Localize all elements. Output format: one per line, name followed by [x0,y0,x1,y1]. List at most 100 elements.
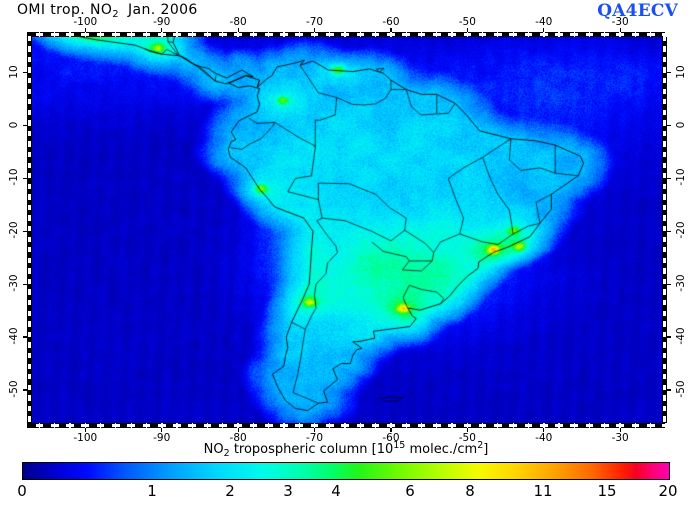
x-major-tick [390,28,392,32]
y-axis-dash [28,46,31,52]
x-axis-dash [417,33,426,36]
x-axis-dash [50,424,59,427]
x-axis-dash [417,424,426,427]
x-axis-dash [570,33,579,36]
y-axis-tick-label: 0 [675,121,687,128]
y-axis-dash [663,77,666,84]
x-axis-dash [601,424,609,427]
x-axis-dash [157,424,166,427]
y-axis-dash [663,342,666,348]
y-axis-tick-label: -10 [8,168,20,186]
y-axis-dash [28,215,31,221]
x-axis-dash [341,424,349,427]
x-major-tick [161,28,163,32]
x-axis-dash [234,424,242,427]
y-axis-tick-label: -20 [8,221,20,239]
x-axis-dash [310,33,319,36]
x-axis-dash [662,33,670,36]
x-axis-dash [387,424,395,427]
x-axis-dash [325,33,334,36]
x-axis-tick-label: -90 [153,16,171,28]
y-major-tick [23,389,27,391]
y-axis-dash [663,141,666,147]
y-axis-dash [663,300,666,306]
x-axis-dash [448,33,456,36]
x-axis-dash [509,424,517,427]
x-major-tick [313,28,316,32]
y-axis-dash [28,247,31,253]
title-species: OMI trop. NO [17,2,113,18]
qa4ecv-logo: QA4ECV [597,1,678,21]
y-axis-dash [663,405,666,412]
y-axis-dash [663,247,666,253]
x-axis-dash [203,33,212,36]
colorbar-tick-label: 15 [597,482,617,500]
x-axis-dash [662,424,670,427]
y-major-tick [23,230,27,232]
colorbar-gradient [22,462,670,480]
y-axis-dash [663,374,666,380]
x-axis-dash [173,33,181,36]
y-axis-dash [663,130,666,137]
x-axis-dash [570,424,579,427]
y-axis-dash [28,289,31,295]
y-axis-tick-label: -30 [675,274,687,292]
y-major-tick [667,230,671,232]
x-axis-dash [325,424,334,427]
x-axis-dash [142,33,151,36]
x-axis-tick-label: -80 [229,432,247,444]
y-axis-dash [28,236,31,242]
x-axis-dash [112,33,120,36]
x-axis-dash [112,424,120,427]
x-axis-tick-label: -60 [382,16,400,28]
x-axis-tick-label: -70 [305,432,324,444]
y-major-tick [667,72,671,74]
x-major-tick [466,428,468,432]
y-axis-dash [28,331,31,338]
x-axis-dash [96,424,105,427]
y-axis-dash [28,352,31,359]
x-axis-dash [264,424,273,427]
x-axis-dash [249,424,258,427]
y-axis-dash [28,56,31,63]
y-axis-dash [28,395,31,401]
colorbar-tick-label: 4 [331,482,341,500]
x-axis-dash [127,424,135,427]
x-axis-dash [601,33,609,36]
x-axis-tick-label: -80 [229,16,247,28]
y-axis-dash [663,162,666,168]
x-axis-dash [539,424,548,427]
y-axis-tick-label: -40 [675,327,687,345]
x-axis-dash [35,33,44,36]
y-axis-dash [28,88,31,94]
x-axis-dash [127,33,135,36]
y-axis-dash [663,278,666,285]
x-axis-dash [249,33,258,36]
x-axis-dash [524,33,533,36]
y-major-tick [667,336,671,338]
y-major-tick [667,389,671,391]
x-axis-dash [631,33,640,36]
x-axis-dash [371,33,380,36]
colorbar-tick-label: 6 [405,482,415,500]
y-axis-dash [663,395,666,401]
y-axis-dash [28,204,31,211]
x-axis-dash [646,33,655,36]
title-subscript: 2 [112,9,120,20]
x-major-tick [390,428,392,432]
y-axis-dash [663,120,666,126]
x-axis-dash [463,424,472,427]
y-axis-dash [663,109,666,115]
title-date: Jan. 2006 [128,2,198,18]
header: OMI trop. NO2 Jan. 2006 QA4ECV [0,0,692,24]
colorbar-tick-label: 0 [17,482,27,500]
x-axis-tick-label: -60 [382,432,400,444]
x-axis-dash [616,424,624,427]
y-axis-dash [663,46,666,52]
x-axis-dash [478,424,487,427]
x-axis-tick-label: -70 [305,16,324,28]
x-axis-dash [494,424,502,427]
y-axis-dash [663,88,666,94]
x-axis-dash [173,424,181,427]
colorbar-tick-label: 11 [533,482,553,500]
